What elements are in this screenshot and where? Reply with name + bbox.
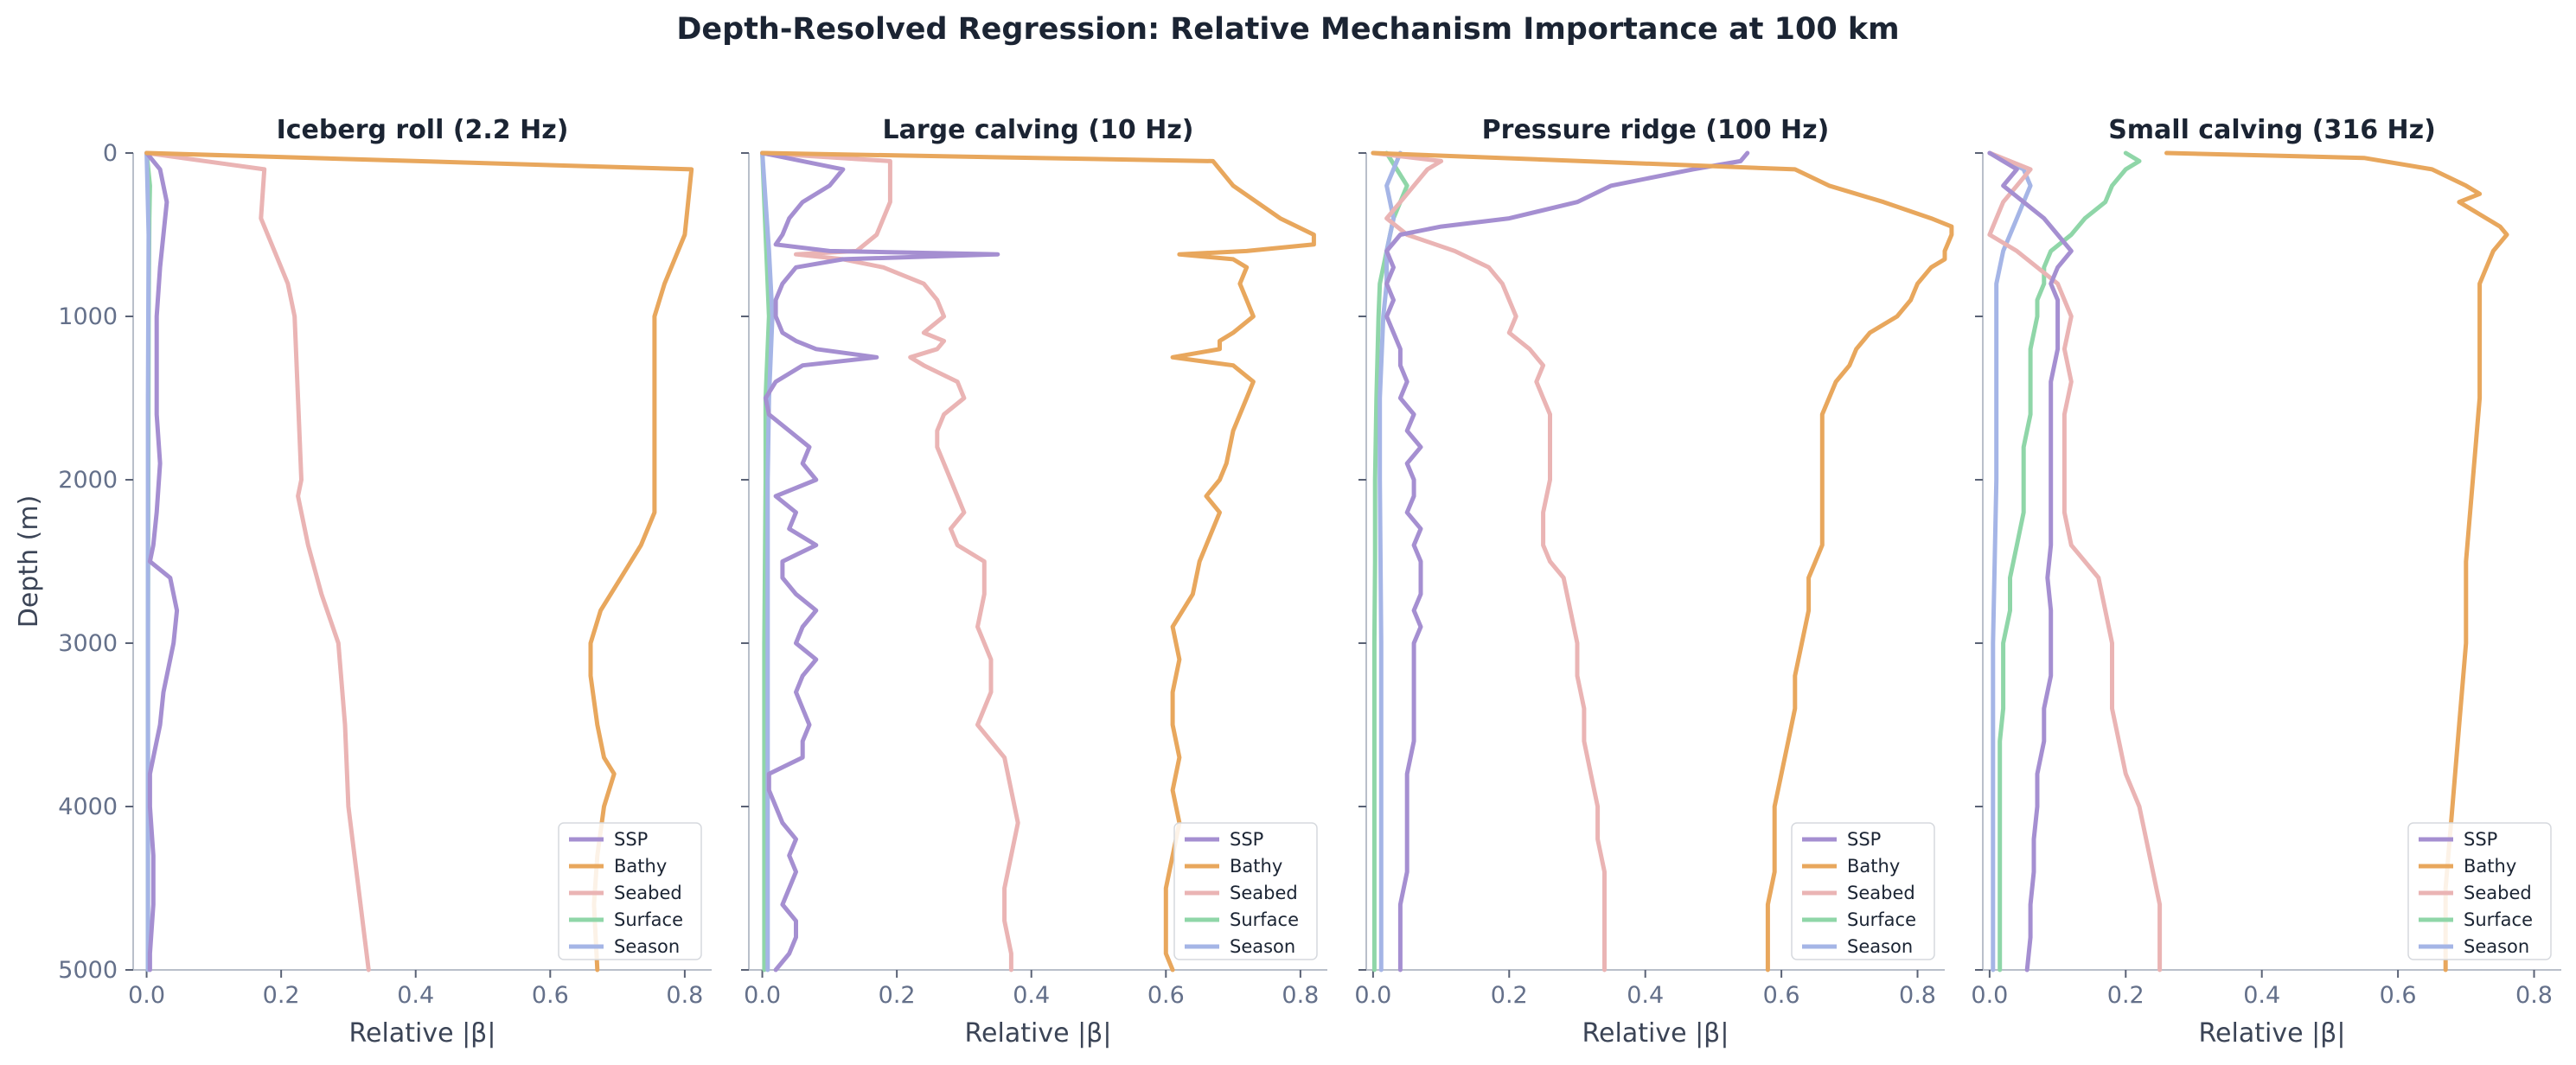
- series-line-bathy: [1371, 150, 1954, 973]
- series-line-ssp: [1384, 150, 1750, 973]
- legend-label: SSP: [2464, 829, 2497, 850]
- series-line-season: [1377, 150, 1403, 973]
- legend-label: SSP: [614, 829, 648, 850]
- legend-label: Surface: [2464, 909, 2533, 930]
- x-tick-label: 0.2: [879, 982, 916, 1009]
- x-tick-label: 0.2: [2107, 982, 2145, 1009]
- y-tick-label: 1000: [58, 303, 118, 330]
- legend-box: [1791, 822, 1935, 960]
- x-tick-label: 0.6: [2380, 982, 2417, 1009]
- series-line-ssp: [144, 150, 180, 973]
- x-axis-label: Relative |β|: [965, 1018, 1112, 1049]
- legend: SSP Bathy Seabed Surface Season: [1173, 822, 1318, 960]
- y-axis-label: Depth (m): [14, 495, 44, 628]
- x-tick-label: 0.8: [666, 982, 703, 1009]
- x-axis-label: Relative |β|: [1582, 1018, 1729, 1049]
- legend-label: Seabed: [1230, 883, 1298, 903]
- legend-label: Surface: [1230, 909, 1299, 930]
- chart-panel-2: Large calving (10 Hz) 0.0 0.2 0.4 0.6 0.8 Rela…: [741, 115, 1327, 1049]
- series-line-bathy: [760, 150, 1316, 973]
- legend: SSP Bathy Seabed Surface Season: [2407, 822, 2552, 960]
- series-line-seabed: [1987, 150, 2163, 973]
- x-tick-label: 0.4: [1627, 982, 1664, 1009]
- y-tick-label: 3000: [58, 630, 118, 657]
- x-tick-label: 0.6: [532, 982, 569, 1009]
- x-tick-label: 0.8: [2515, 982, 2553, 1009]
- series-line-surface: [760, 150, 771, 973]
- x-tick-label: 0.6: [1147, 982, 1185, 1009]
- legend-label: Surface: [1847, 909, 1916, 930]
- x-tick-label: 0.4: [2243, 982, 2280, 1009]
- x-tick-label: 0.0: [744, 982, 781, 1009]
- legend-box: [1173, 822, 1318, 960]
- x-axis-label: Relative |β|: [349, 1018, 496, 1049]
- panel-title: Large calving (10 Hz): [882, 115, 1193, 145]
- series-line-bathy: [2164, 150, 2509, 973]
- legend-label: Bathy: [2464, 856, 2516, 877]
- figure-title: Depth-Resolved Regression: Relative Mech…: [676, 12, 1900, 47]
- series-line-surface: [1998, 150, 2142, 973]
- x-axis-label: Relative |β|: [2199, 1018, 2346, 1049]
- x-tick-label: 0.8: [1282, 982, 1319, 1009]
- series-line-bathy: [144, 150, 694, 973]
- legend-label: Bathy: [1230, 856, 1282, 877]
- chart-panel-4: Small calving (316 Hz) 0.0 0.2 0.4 0.6 0.8 Rel…: [1971, 115, 2561, 1049]
- legend-box: [2407, 822, 2552, 960]
- y-tick-label: 5000: [58, 957, 118, 984]
- chart-panel-3: Pressure ridge (100 Hz) 0.0 0.2 0.4 0.6 0.8 Re…: [1354, 115, 1954, 1049]
- x-tick-label: 0.8: [1899, 982, 1936, 1009]
- x-tick-label: 0.0: [1971, 982, 2008, 1009]
- legend-label: Bathy: [614, 856, 667, 877]
- y-tick-label: 0: [103, 140, 118, 167]
- legend-label: Season: [614, 936, 680, 957]
- legend: SSP Bathy Seabed Surface Season: [1791, 822, 1935, 960]
- legend-label: Season: [1847, 936, 1913, 957]
- legend-label: SSP: [1230, 829, 1263, 850]
- series-line-ssp: [1987, 150, 2074, 973]
- x-tick-label: 0.4: [397, 982, 434, 1009]
- series-line-season: [144, 150, 151, 973]
- series-line-season: [760, 150, 775, 973]
- series-line-ssp: [760, 150, 1000, 973]
- y-tick-label: 2000: [58, 467, 118, 494]
- legend-label: SSP: [1847, 829, 1881, 850]
- y-tick-label: 4000: [58, 794, 118, 820]
- series-line-seabed: [144, 150, 371, 973]
- series-line-season: [1987, 150, 2033, 973]
- legend-label: Surface: [614, 909, 683, 930]
- panel-title: Iceberg roll (2.2 Hz): [277, 115, 569, 145]
- x-tick-label: 0.0: [1354, 982, 1391, 1009]
- legend-box: [558, 822, 702, 960]
- panel-title: Pressure ridge (100 Hz): [1482, 115, 1830, 145]
- legend-label: Season: [2464, 936, 2529, 957]
- legend: SSP Bathy Seabed Surface Season: [558, 822, 702, 960]
- x-tick-label: 0.2: [1491, 982, 1528, 1009]
- series-line-seabed: [760, 150, 1020, 973]
- legend-label: Bathy: [1847, 856, 1900, 877]
- x-tick-label: 0.0: [128, 982, 165, 1009]
- legend-label: Seabed: [2464, 883, 2532, 903]
- x-tick-label: 0.6: [1763, 982, 1800, 1009]
- legend-label: Season: [1230, 936, 1295, 957]
- x-tick-label: 0.4: [1013, 982, 1050, 1009]
- panel-title: Small calving (316 Hz): [2108, 115, 2436, 145]
- legend-label: Seabed: [614, 883, 682, 903]
- chart-panel-1: Iceberg roll (2.2 Hz) 0.0 0.2 0.4 0.6 0.8 0 100…: [14, 115, 712, 1049]
- x-tick-label: 0.2: [263, 982, 300, 1009]
- legend-label: Seabed: [1847, 883, 1915, 903]
